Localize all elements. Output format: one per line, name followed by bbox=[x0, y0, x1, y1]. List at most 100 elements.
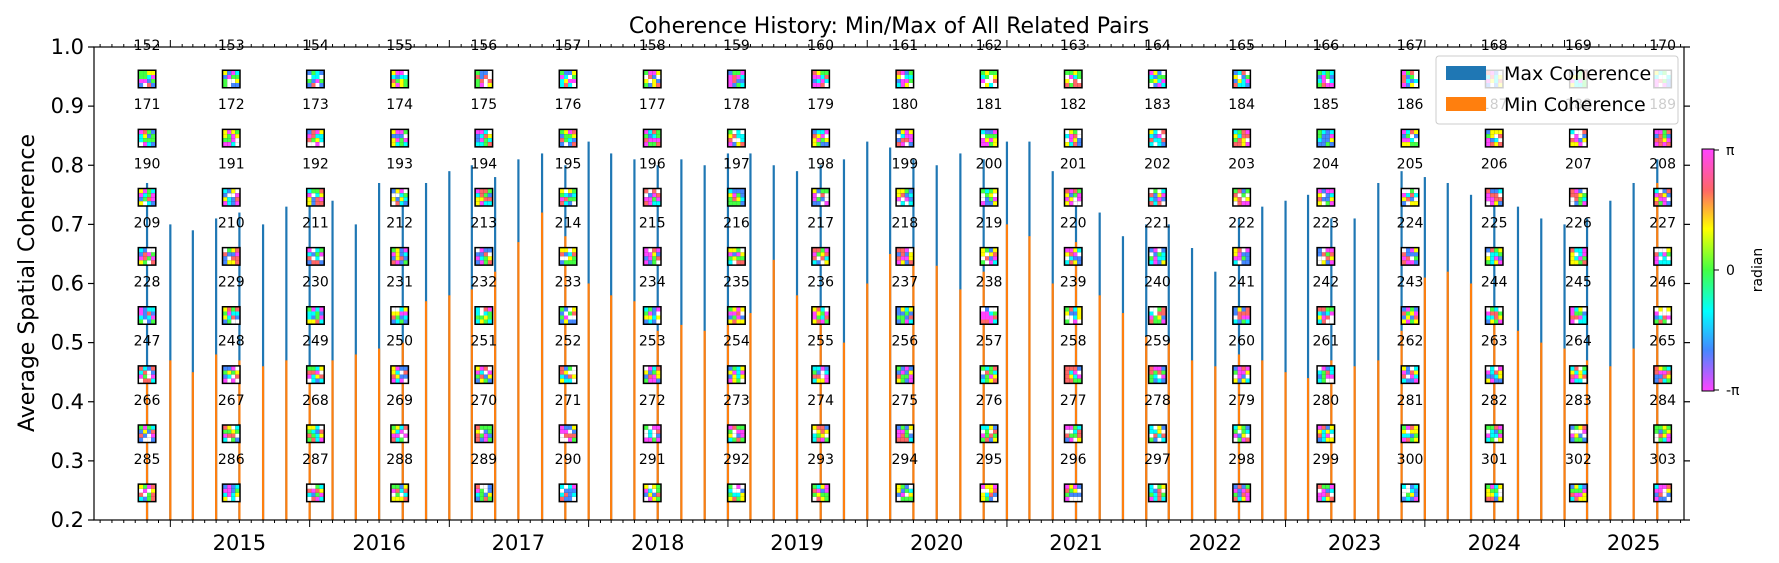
thumbnail-index-label: 219 bbox=[976, 215, 1003, 231]
min-coherence-bar bbox=[169, 360, 172, 520]
thumbnail-index-label: 173 bbox=[302, 97, 329, 113]
thumbnail-index-label: 196 bbox=[639, 156, 666, 172]
min-coherence-bar bbox=[1306, 378, 1310, 520]
x-tick-label: 2016 bbox=[352, 531, 405, 555]
min-coherence-bar bbox=[1145, 336, 1148, 520]
thumbnail-index-label: 228 bbox=[134, 275, 161, 291]
interferogram-thumbnail bbox=[1316, 128, 1336, 148]
thumbnail-index-label: 303 bbox=[1649, 452, 1676, 468]
colorbar-tick-top: π bbox=[1726, 143, 1735, 159]
thumbnail-index-label: 301 bbox=[1481, 452, 1508, 468]
interferogram-thumbnail bbox=[474, 187, 494, 207]
thumbnail-index-label: 154 bbox=[302, 38, 329, 54]
min-coherence-bar bbox=[795, 295, 799, 520]
thumbnail-index-label: 274 bbox=[807, 393, 834, 409]
thumbnail-index-label: 167 bbox=[1397, 38, 1424, 54]
interferogram-thumbnail bbox=[979, 246, 999, 266]
interferogram-thumbnail bbox=[1063, 424, 1083, 444]
thumbnail-index-label: 194 bbox=[470, 156, 497, 172]
interferogram-thumbnail bbox=[221, 424, 241, 444]
interferogram-thumbnail bbox=[558, 69, 578, 89]
interferogram-thumbnail bbox=[1316, 246, 1336, 266]
thumbnail-index-label: 182 bbox=[1060, 97, 1087, 113]
thumbnail-index-label: 164 bbox=[1144, 38, 1171, 54]
min-coherence-bar bbox=[842, 342, 846, 521]
interferogram-thumbnail bbox=[1653, 483, 1673, 503]
min-coherence-bar bbox=[633, 301, 636, 520]
thumbnail-index-label: 217 bbox=[807, 215, 834, 231]
thumbnail-index-label: 292 bbox=[723, 452, 750, 468]
thumbnail-index-label: 165 bbox=[1228, 38, 1255, 54]
min-coherence-bar bbox=[1284, 372, 1287, 520]
interferogram-thumbnail bbox=[811, 246, 831, 266]
legend: Max Coherence Min Coherence bbox=[1435, 55, 1679, 125]
interferogram-thumbnail bbox=[1316, 69, 1336, 89]
y-tick-label: 0.9 bbox=[51, 94, 84, 118]
min-coherence-bar bbox=[889, 253, 892, 520]
thumbnail-index-label: 242 bbox=[1312, 275, 1339, 291]
min-coherence-bar bbox=[1609, 366, 1612, 520]
thumbnail-index-label: 284 bbox=[1649, 393, 1676, 409]
interferogram-thumbnail bbox=[979, 128, 999, 148]
min-coherence-bar bbox=[1261, 360, 1264, 520]
interferogram-thumbnail bbox=[1316, 306, 1336, 325]
interferogram-thumbnail bbox=[1232, 128, 1252, 148]
thumbnail-index-label: 161 bbox=[891, 38, 918, 54]
interferogram-thumbnail bbox=[1568, 424, 1588, 444]
interferogram-thumbnail bbox=[1568, 365, 1588, 385]
min-coherence-bar bbox=[517, 242, 520, 521]
thumbnail-index-label: 288 bbox=[386, 452, 413, 468]
interferogram-thumbnail bbox=[137, 483, 157, 503]
min-coherence-bar bbox=[1098, 295, 1101, 520]
interferogram-thumbnail bbox=[1400, 424, 1420, 444]
interferogram-thumbnail bbox=[305, 365, 325, 385]
thumbnail-index-label: 175 bbox=[470, 97, 497, 113]
colorbar-tick-mid: 0 bbox=[1726, 263, 1735, 279]
thumbnail-index-label: 220 bbox=[1060, 215, 1087, 231]
chart-title: Coherence History: Min/Max of All Relate… bbox=[629, 14, 1149, 39]
thumbnail-index-label: 230 bbox=[302, 275, 329, 291]
interferogram-thumbnail bbox=[1316, 424, 1336, 444]
interferogram-thumbnail bbox=[979, 187, 999, 207]
thumbnail-index-label: 241 bbox=[1228, 275, 1255, 291]
thumbnail-index-label: 268 bbox=[302, 393, 329, 409]
thumbnail-index-label: 178 bbox=[723, 97, 750, 113]
interferogram-thumbnail bbox=[221, 69, 241, 89]
interferogram-thumbnail bbox=[1568, 246, 1588, 266]
thumbnail-index-label: 258 bbox=[1060, 334, 1087, 350]
thumbnail-index-label: 293 bbox=[807, 452, 834, 468]
interferogram-thumbnail bbox=[811, 424, 831, 444]
colorbar: π 0 -π radian bbox=[1701, 143, 1766, 399]
interferogram-thumbnail bbox=[1484, 483, 1504, 503]
thumbnail-index-label: 302 bbox=[1565, 452, 1592, 468]
thumbnail-index-label: 271 bbox=[555, 393, 582, 409]
min-coherence-bar bbox=[749, 313, 752, 520]
min-coherence-bar bbox=[191, 372, 194, 520]
thumbnail-index-label: 214 bbox=[555, 215, 582, 231]
y-tick-label: 0.7 bbox=[51, 212, 84, 236]
thumbnail-index-label: 204 bbox=[1312, 156, 1339, 172]
interferogram-thumbnail bbox=[474, 424, 494, 444]
interferogram-thumbnail bbox=[811, 483, 831, 503]
min-coherence-bar bbox=[726, 324, 730, 520]
interferogram-thumbnail bbox=[474, 306, 494, 325]
interferogram-thumbnail bbox=[642, 246, 662, 266]
thumbnail-index-label: 295 bbox=[976, 452, 1003, 468]
interferogram-thumbnail bbox=[979, 424, 999, 444]
min-coherence-bar bbox=[1493, 324, 1496, 520]
interferogram-thumbnail bbox=[390, 365, 410, 385]
thumbnail-index-label: 252 bbox=[555, 334, 582, 350]
interferogram-thumbnail bbox=[558, 365, 578, 385]
min-coherence-bar bbox=[819, 318, 822, 520]
interferogram-thumbnail bbox=[1063, 483, 1083, 503]
thumbnail-index-label: 234 bbox=[639, 275, 666, 291]
min-coherence-bar bbox=[145, 372, 149, 520]
thumbnail-index-label: 155 bbox=[386, 38, 413, 54]
thumbnail-index-label: 153 bbox=[218, 38, 245, 54]
thumbnail-index-label: 186 bbox=[1397, 97, 1424, 113]
interferogram-thumbnail bbox=[390, 483, 410, 503]
thumbnail-index-label: 229 bbox=[218, 275, 245, 291]
interferogram-thumbnail bbox=[979, 306, 999, 325]
interferogram-thumbnail bbox=[1653, 187, 1673, 207]
